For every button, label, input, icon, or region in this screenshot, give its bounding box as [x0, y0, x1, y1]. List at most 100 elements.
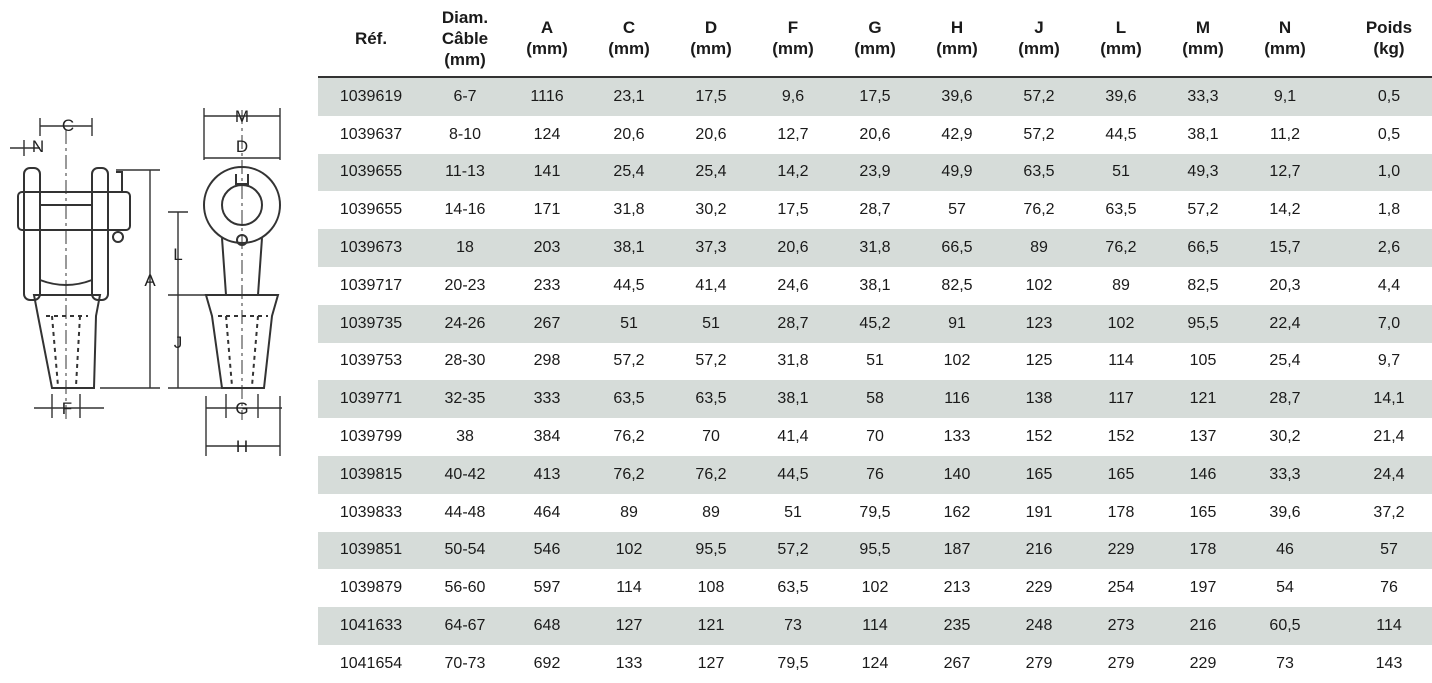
- dim-label-d: D: [236, 137, 248, 156]
- table-cell: 39,6: [1080, 77, 1162, 116]
- table-cell: 165: [1189, 503, 1217, 521]
- table-cell: 38,1: [859, 276, 891, 294]
- side-view-pin: [17, 191, 131, 231]
- table-cell: 6-7: [424, 77, 506, 116]
- table-cell: 24,4: [1326, 455, 1432, 494]
- table-cell: 23,9: [834, 153, 916, 192]
- table-cell: 279: [1107, 654, 1135, 672]
- table-cell: 114: [616, 579, 642, 597]
- table-cell: 216: [998, 531, 1080, 570]
- table-cell: 20,6: [613, 125, 645, 143]
- table-row: 1041654 70-73 692 133 127 79,5 124 267 279 279 229…: [318, 645, 1432, 683]
- column-header: Diam. Câble (mm): [424, 0, 506, 78]
- table-cell: 45,2: [834, 304, 916, 343]
- table-cell: 14-16: [444, 201, 486, 219]
- table-cell: 31,8: [613, 201, 645, 219]
- dim-line-m: [203, 108, 281, 160]
- table-cell: 20,6: [695, 125, 727, 143]
- table-cell: 1039833: [339, 503, 403, 521]
- column-header: F (mm): [752, 0, 834, 78]
- table-cell: 73: [752, 607, 834, 645]
- table-cell: 597: [533, 579, 561, 597]
- table-cell: 20,6: [752, 229, 834, 267]
- table-cell: 9,6: [752, 77, 834, 116]
- table-cell: 44,5: [613, 276, 645, 294]
- table-cell: 333: [506, 380, 588, 419]
- table-cell: 14,2: [752, 153, 834, 192]
- socket-dimension-drawing: C N A L J F M D G H: [10, 107, 282, 456]
- table-cell: 546: [506, 531, 588, 570]
- table-cell: 73: [1276, 654, 1294, 672]
- table-cell: 1039637: [339, 125, 403, 143]
- table-cell: 1,8: [1377, 201, 1401, 219]
- table-cell: 102: [943, 352, 971, 370]
- table-cell: 273: [1080, 607, 1162, 645]
- table-cell: 123: [998, 304, 1080, 343]
- table-cell: 63,5: [1105, 201, 1137, 219]
- table-row: 1039771 32-35 333 63,5 63,5 38,1 58 116 138 117 12…: [318, 380, 1432, 419]
- table-cell: 91: [916, 304, 998, 343]
- table-cell: 76,2: [613, 428, 645, 446]
- table-cell: 57,2: [1023, 125, 1055, 143]
- table-cell: 38,1: [752, 380, 834, 419]
- table-cell: 28,7: [859, 201, 891, 219]
- dim-line-f: [34, 394, 104, 418]
- table-cell: 20,6: [859, 125, 891, 143]
- table-cell: 2,6: [1326, 229, 1432, 267]
- dim-line-g: [206, 394, 282, 418]
- table-cell: 229: [1025, 579, 1053, 597]
- side-view-cotter-ring: [112, 231, 124, 243]
- front-view-body-hidden: [218, 315, 268, 387]
- table-cell: 133: [943, 428, 971, 446]
- side-view-body: [32, 294, 102, 389]
- dim-label-c: C: [62, 116, 74, 135]
- table-cell: 37,3: [670, 229, 752, 267]
- table-cell: 38: [456, 428, 474, 446]
- table-cell: 49,9: [916, 153, 998, 192]
- table-cell: 125: [1025, 352, 1053, 370]
- table-cell: 89: [1112, 276, 1130, 294]
- table-cell: 124: [533, 125, 561, 143]
- side-view-body-hidden: [46, 315, 88, 387]
- table-cell: 76: [834, 455, 916, 494]
- table-cell: 24-26: [424, 304, 506, 343]
- table-cell: 124: [861, 654, 889, 672]
- table-cell: 216: [1162, 607, 1244, 645]
- table-cell: 39,6: [916, 77, 998, 116]
- table-cell: 70-73: [444, 654, 486, 672]
- table-cell: 102: [1080, 304, 1162, 343]
- table-cell: 17,5: [777, 201, 809, 219]
- table-cell: 235: [916, 607, 998, 645]
- column-header: N (mm): [1244, 0, 1326, 78]
- dim-line-a: [100, 169, 160, 389]
- table-cell: 1039753: [339, 352, 403, 370]
- column-header: G (mm): [834, 0, 916, 78]
- table-cell: 25,4: [670, 153, 752, 192]
- table-cell: 89: [702, 503, 720, 521]
- table-row: 1039815 40-42 413 76,2 76,2 44,5 76 140 165 165 14…: [318, 455, 1432, 494]
- table-cell: 95,5: [834, 531, 916, 570]
- table-cell: 648: [506, 607, 588, 645]
- dim-label-g: G: [235, 399, 248, 418]
- table-cell: 20-23: [444, 276, 486, 294]
- table-row: 1039753 28-30 298 57,2 57,2 31,8 51 102 125 114 10…: [318, 343, 1432, 381]
- table-header-row: Réf. Diam. Câble (mm) A (mm) C (mm) D (mm) F …: [318, 0, 1432, 78]
- table-cell: 248: [998, 607, 1080, 645]
- table-cell: 141: [506, 153, 588, 192]
- table-cell: 57: [1326, 531, 1432, 570]
- table-cell: 63,5: [998, 153, 1080, 192]
- table-cell: 42,9: [941, 125, 973, 143]
- table-cell: 1039717: [339, 276, 403, 294]
- dim-line-j: [168, 295, 222, 389]
- table-cell: 0,5: [1326, 77, 1432, 116]
- table-cell: 89: [620, 503, 638, 521]
- table-cell: 70: [702, 428, 720, 446]
- table-cell: 76,2: [1023, 201, 1055, 219]
- table-cell: 127: [697, 654, 725, 672]
- dim-line-n: [10, 140, 40, 156]
- table-cell: 63,5: [670, 380, 752, 419]
- table-cell: 25,4: [588, 153, 670, 192]
- table-cell: 298: [533, 352, 561, 370]
- table-cell: 4,4: [1377, 276, 1401, 294]
- table-cell: 12,7: [777, 125, 809, 143]
